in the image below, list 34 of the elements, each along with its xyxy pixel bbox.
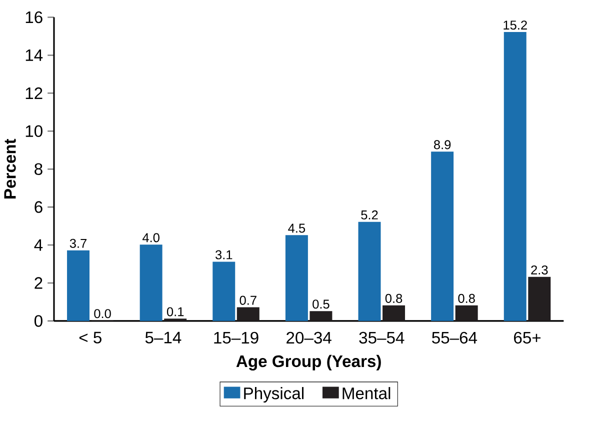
data-label: 3.1 (215, 250, 232, 260)
data-label: 0.8 (458, 294, 475, 303)
x-tick-label: 15–19 (214, 332, 258, 344)
x-tick-label: < 5 (79, 332, 102, 344)
data-label: 3.7 (70, 238, 87, 248)
data-label: 8.9 (434, 140, 451, 150)
data-label: 0.1 (166, 307, 184, 316)
x-tick-label: 35–54 (359, 332, 404, 344)
y-tick-label: 8 (34, 163, 42, 175)
legend-label: Physical (244, 386, 304, 402)
data-label: 0.0 (94, 308, 111, 318)
y-axis-title: Percent (4, 138, 16, 198)
x-tick-label: 20–34 (286, 332, 332, 344)
data-label: 0.5 (312, 299, 330, 309)
data-label: 0.7 (240, 296, 256, 305)
legend-label: Mental (342, 386, 390, 400)
y-tick-label: 12 (26, 87, 42, 99)
x-tick-label: 65+ (514, 332, 541, 344)
y-tick-label: 10 (26, 125, 42, 137)
y-tick-label: 2 (34, 277, 42, 289)
data-label: 4.5 (288, 224, 306, 233)
x-axis-title: Age Group (Years) (236, 354, 381, 370)
data-label: 4.0 (142, 233, 160, 242)
data-label: 5.2 (361, 210, 378, 220)
x-tick-label: 55–64 (432, 332, 478, 344)
y-tick-label: 0 (34, 314, 42, 327)
data-label: 2.3 (531, 265, 548, 274)
y-tick-label: 4 (34, 239, 43, 251)
y-tick-label: 16 (26, 11, 42, 23)
y-tick-label: 14 (26, 49, 43, 61)
data-label: 15.2 (504, 20, 527, 30)
x-tick-label: 5–14 (145, 332, 182, 344)
data-label: 0.8 (385, 294, 402, 303)
y-tick-label: 6 (34, 201, 42, 213)
